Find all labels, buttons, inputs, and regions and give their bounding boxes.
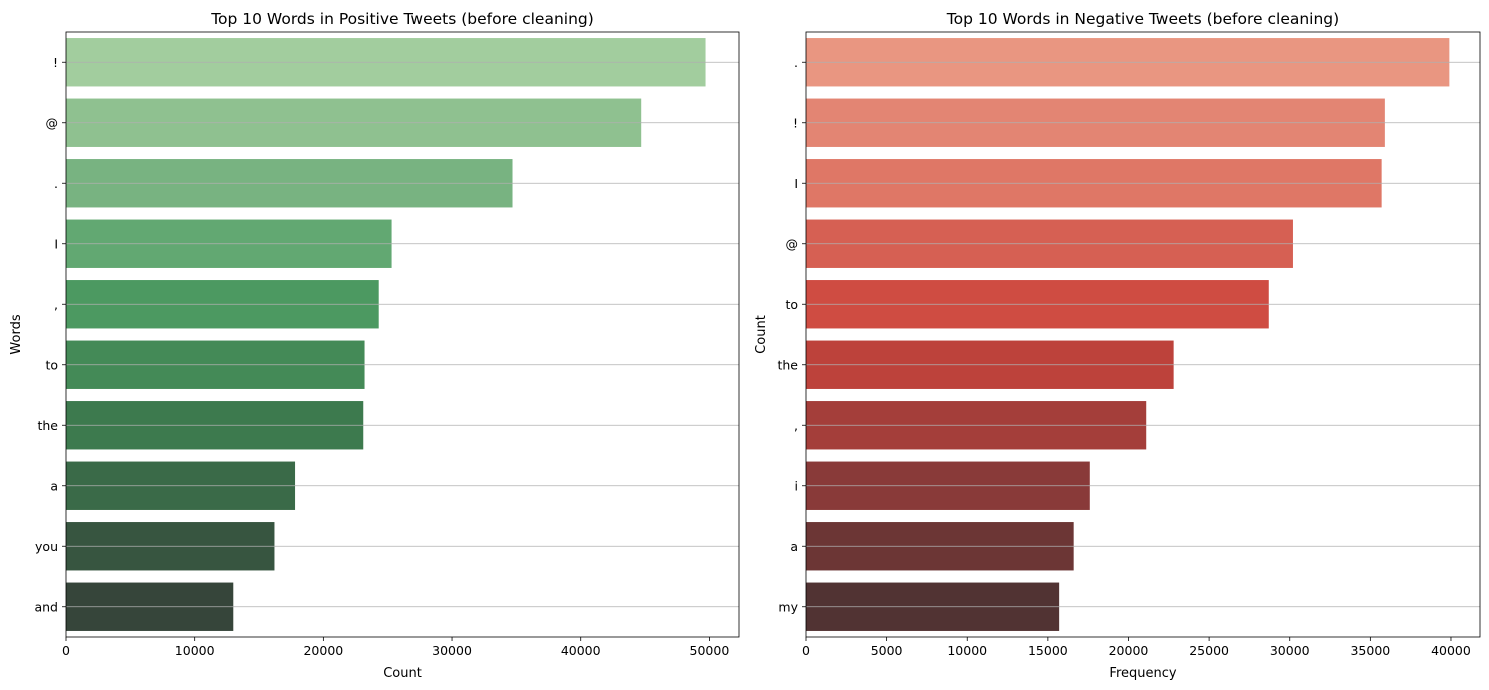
x-tick-label: 30000 (1270, 643, 1310, 658)
x-tick-label: 40000 (1431, 643, 1471, 658)
x-tick-label: 0 (62, 643, 70, 658)
y-axis-label: Count (754, 315, 769, 354)
y-tick-label: ! (793, 115, 798, 130)
grid-lines (806, 61, 1480, 608)
y-tick-label: a (50, 478, 58, 493)
y-tick-label: @ (46, 115, 59, 130)
y-tick-label: you (35, 539, 58, 554)
y-tick-label: and (34, 599, 58, 614)
y-tick-label: , (54, 297, 58, 312)
y-tick-labels: .! I @ to the, i a my (777, 55, 806, 614)
x-axis-label: Frequency (1109, 666, 1176, 681)
y-tick-label: , (794, 418, 798, 433)
y-tick-label: to (45, 357, 58, 372)
y-tick-label: . (794, 55, 798, 70)
plot-frame (805, 31, 1481, 638)
x-tick-label: 30000 (432, 643, 472, 658)
y-tick-label: to (785, 297, 798, 312)
x-axis-label: Count (383, 666, 422, 681)
x-tick-labels: 0 5000 10000 15000 20000 25000 30000 35000 40000 (802, 637, 1471, 658)
chart-title: Top 10 Words in Negative Tweets (before … (946, 10, 1339, 28)
y-tick-label: ! (53, 55, 58, 70)
x-tick-label: 20000 (303, 643, 343, 658)
x-tick-labels: 0 10000 20000 30000 40000 50000 (62, 637, 729, 658)
plot-frame (65, 31, 740, 638)
y-tick-label: . (54, 176, 58, 191)
y-tick-labels: ! @. I, to the a you and (34, 55, 66, 614)
y-tick-label: @ (786, 236, 799, 251)
x-tick-label: 20000 (1109, 643, 1149, 658)
y-tick-label: my (778, 599, 798, 614)
bars (66, 38, 706, 631)
x-tick-label: 5000 (871, 643, 903, 658)
y-tick-label: i (795, 478, 798, 493)
y-tick-label: I (794, 176, 798, 191)
x-tick-label: 0 (802, 643, 810, 658)
bars (806, 38, 1450, 631)
x-tick-label: 15000 (1028, 643, 1068, 658)
grid-lines (66, 61, 739, 608)
y-axis-label: Words (9, 314, 24, 354)
y-tick-label: the (777, 357, 798, 372)
negative-tweets-chart: Top 10 Words in Negative Tweets (before … (754, 10, 1481, 681)
x-tick-label: 25000 (1189, 643, 1229, 658)
x-tick-label: 10000 (175, 643, 215, 658)
positive-tweets-chart: Top 10 Words in Positive Tweets (before … (9, 10, 740, 681)
x-tick-label: 40000 (561, 643, 601, 658)
y-tick-label: the (37, 418, 58, 433)
x-tick-label: 10000 (947, 643, 987, 658)
x-tick-label: 50000 (690, 643, 730, 658)
chart-title: Top 10 Words in Positive Tweets (before … (210, 10, 594, 28)
y-tick-label: I (54, 236, 58, 251)
y-tick-label: a (790, 539, 798, 554)
x-tick-label: 35000 (1350, 643, 1390, 658)
